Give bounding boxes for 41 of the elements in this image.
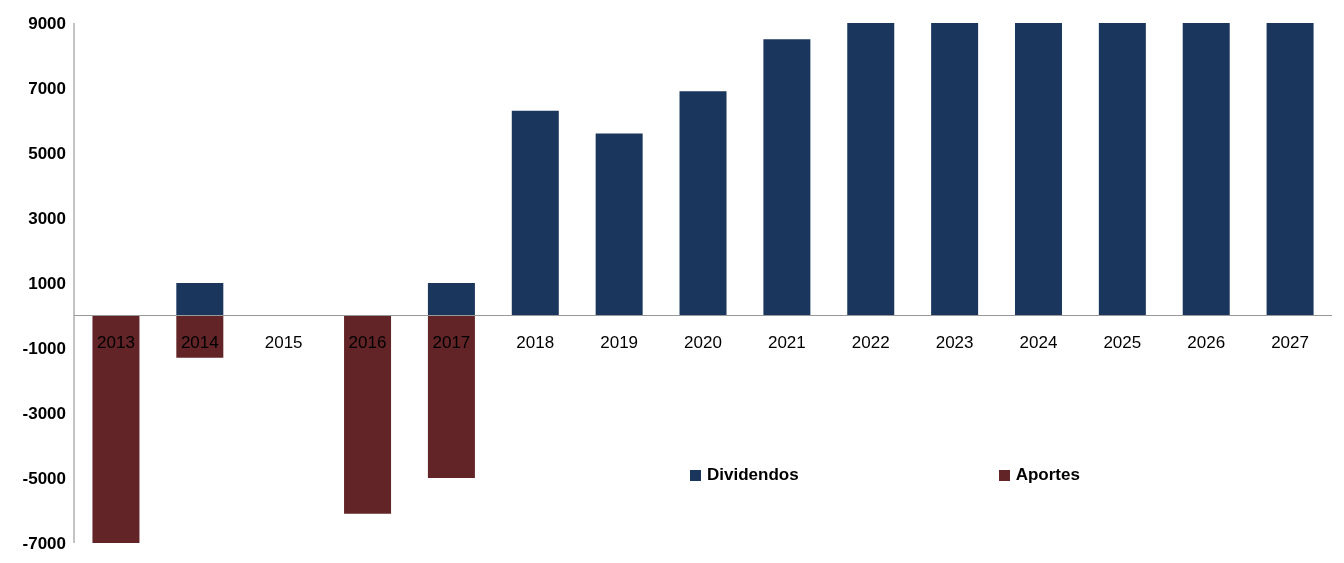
bar — [344, 315, 392, 514]
x-tick-label: 2022 — [851, 332, 890, 352]
bar — [1182, 23, 1230, 316]
bar — [763, 39, 811, 316]
x-tick-label: 2017 — [432, 332, 471, 352]
y-tick-label: 3000 — [28, 209, 66, 229]
x-tick-label: 2019 — [600, 332, 639, 352]
y-tick-label: -7000 — [22, 534, 66, 554]
bar — [1098, 23, 1146, 316]
bar — [92, 315, 140, 543]
y-tick-label: 5000 — [28, 144, 66, 164]
bar — [427, 315, 475, 478]
x-tick-label: 2020 — [684, 332, 722, 352]
x-tick-label: 2026 — [1187, 332, 1226, 352]
x-tick-label: 2027 — [1271, 332, 1309, 352]
bar — [1266, 23, 1314, 316]
bar — [679, 91, 727, 316]
y-tick-label: 9000 — [28, 14, 66, 34]
x-tick-label: 2023 — [935, 332, 974, 352]
x-tick-label: 2024 — [1019, 332, 1058, 352]
x-tick-label: 2013 — [97, 332, 135, 352]
x-tick-label: 2021 — [767, 332, 806, 352]
bar — [931, 23, 979, 316]
x-tick-label: 2025 — [1103, 332, 1142, 352]
bar — [595, 133, 643, 316]
x-tick-label: 2018 — [516, 332, 555, 352]
x-tick-label: 2015 — [264, 332, 303, 352]
legend-label: Aportes — [1015, 465, 1080, 485]
bar — [176, 283, 224, 316]
x-tick-label: 2016 — [348, 332, 387, 352]
y-tick-label: 7000 — [28, 79, 66, 99]
x-tick-label: 2014 — [180, 332, 219, 352]
y-tick-label: -3000 — [22, 404, 66, 424]
bar — [427, 283, 475, 316]
y-tick-label: 1000 — [28, 274, 66, 294]
bar — [511, 110, 559, 316]
y-tick-label: -5000 — [22, 469, 66, 489]
legend-label: Dividendos — [707, 465, 799, 485]
y-tick-label: -1000 — [22, 339, 66, 359]
bar — [1014, 23, 1062, 316]
bar — [847, 23, 895, 316]
